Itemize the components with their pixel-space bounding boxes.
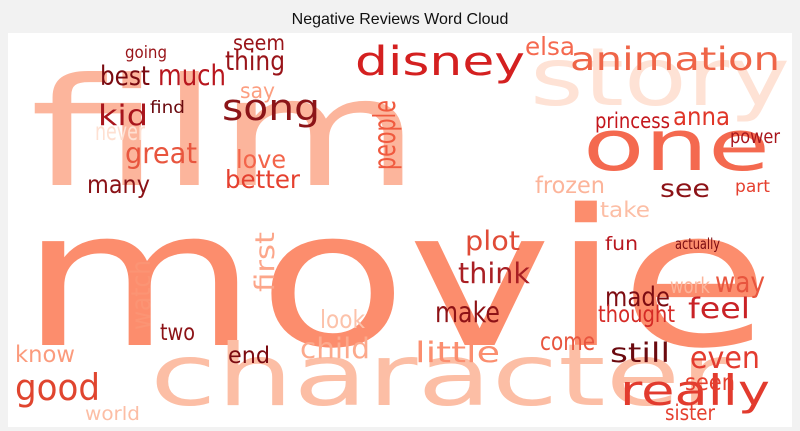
word: child — [300, 332, 370, 365]
word: thing — [225, 46, 285, 77]
word: come — [540, 327, 595, 356]
cloud-area — [8, 33, 792, 427]
word: kid — [98, 99, 148, 132]
word: sister — [665, 401, 715, 425]
word: watch — [126, 260, 157, 330]
word: going — [125, 43, 167, 63]
word: fun — [605, 233, 638, 255]
word: good — [15, 367, 100, 409]
word: little — [415, 336, 500, 369]
word: disney — [355, 39, 525, 85]
word: much — [158, 59, 226, 92]
word: know — [15, 342, 75, 368]
word: really — [620, 366, 770, 415]
word: find — [150, 98, 185, 118]
word: story — [530, 31, 790, 124]
word: look — [320, 305, 366, 334]
word: end — [228, 343, 270, 369]
word: made — [605, 282, 670, 313]
word: movie — [20, 169, 770, 390]
word: make — [435, 296, 500, 329]
word: actually — [675, 235, 720, 253]
word: way — [715, 266, 765, 299]
word: great — [125, 137, 197, 170]
word: better — [225, 165, 301, 194]
word: love — [236, 145, 286, 174]
word: two — [160, 320, 195, 346]
chart-title: Negative Reviews Word Cloud — [292, 11, 509, 28]
word: world — [85, 403, 140, 425]
word: take — [600, 198, 650, 222]
word: still — [610, 338, 670, 369]
word: song — [222, 87, 320, 129]
word: film — [30, 47, 420, 221]
word: even — [690, 341, 760, 376]
word: never — [95, 117, 146, 146]
word: seen — [685, 370, 735, 396]
word: see — [660, 174, 710, 203]
word: power — [730, 126, 780, 148]
word: animation — [570, 40, 780, 78]
word: many — [87, 170, 150, 199]
word: princess — [595, 109, 670, 133]
word: think — [458, 257, 530, 290]
word: best — [100, 61, 150, 92]
word: seem — [233, 31, 285, 55]
word: people — [368, 100, 403, 170]
word: plot — [465, 226, 520, 257]
word: part — [735, 177, 770, 197]
word: work — [670, 274, 711, 298]
word: feel — [688, 292, 750, 325]
word: say — [240, 79, 275, 103]
word: thought — [598, 302, 675, 328]
word: anna — [673, 102, 730, 131]
word: frozen — [535, 173, 605, 199]
word: character — [150, 327, 731, 426]
word: first — [250, 232, 281, 292]
word: elsa — [525, 32, 575, 61]
word: one — [583, 105, 770, 187]
